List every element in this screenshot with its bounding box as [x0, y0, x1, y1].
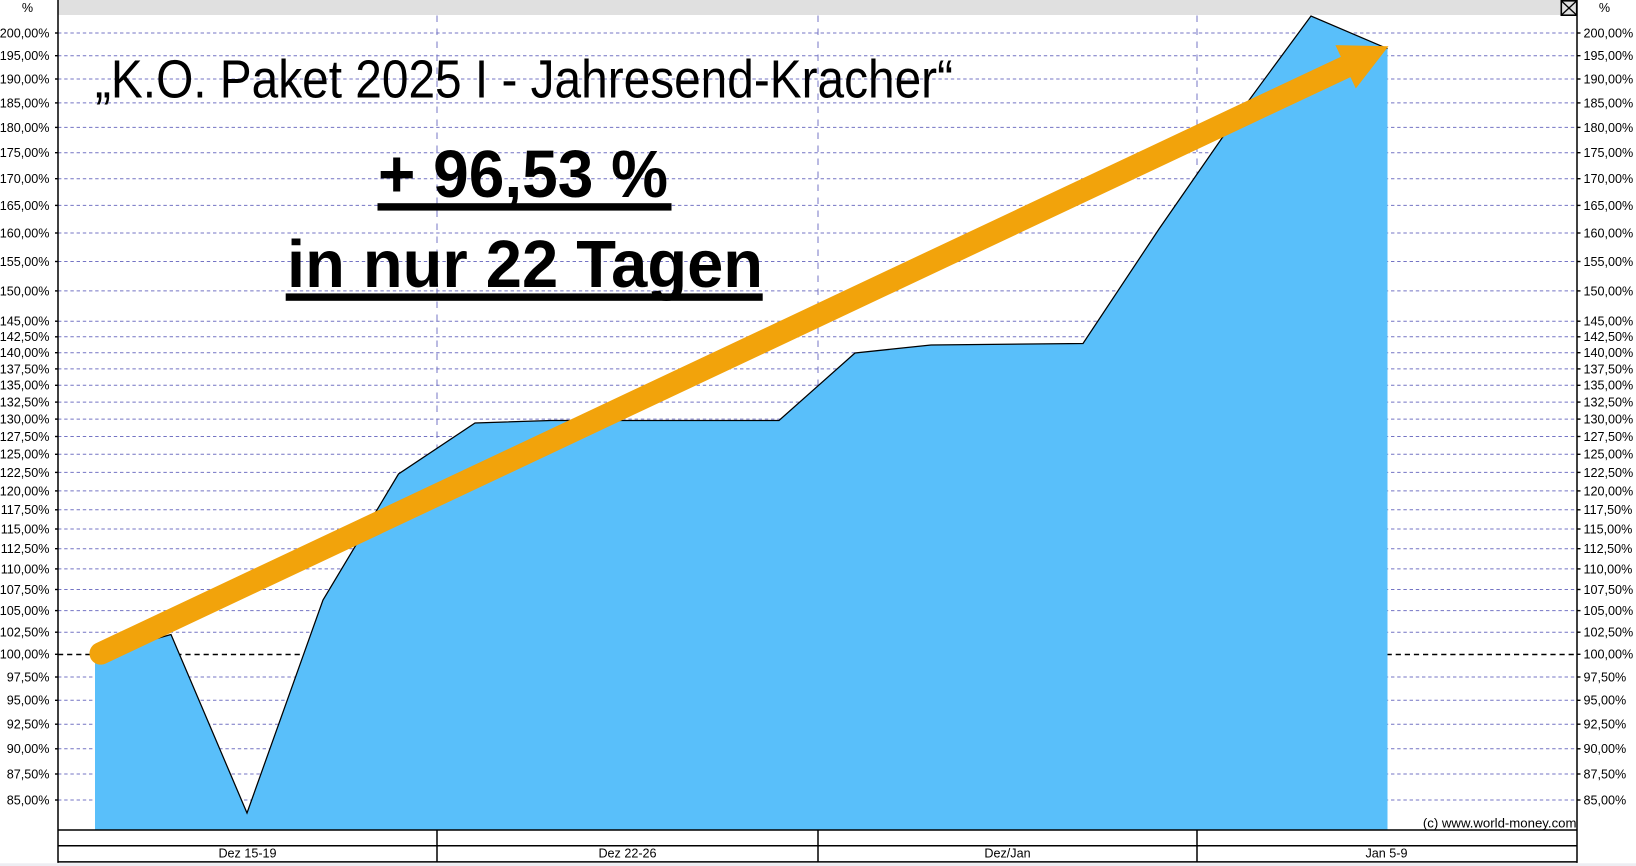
svg-text:142,50%: 142,50% [1584, 330, 1634, 344]
svg-text:175,00%: 175,00% [0, 146, 50, 160]
svg-text:95,00%: 95,00% [1584, 694, 1627, 708]
svg-text:160,00%: 160,00% [0, 226, 50, 240]
svg-text:97,50%: 97,50% [1584, 670, 1627, 684]
svg-text:137,50%: 137,50% [0, 362, 50, 376]
svg-text:135,00%: 135,00% [0, 379, 50, 393]
svg-text:130,00%: 130,00% [1584, 413, 1634, 427]
svg-text:132,50%: 132,50% [1584, 396, 1634, 410]
svg-text:120,00%: 120,00% [1584, 484, 1634, 498]
svg-text:185,00%: 185,00% [1584, 96, 1634, 110]
svg-text:Jan 5-9: Jan 5-9 [1365, 847, 1407, 861]
svg-text:140,00%: 140,00% [1584, 346, 1634, 360]
svg-text:117,50%: 117,50% [1, 503, 50, 517]
svg-text:85,00%: 85,00% [7, 793, 50, 807]
svg-text:85,00%: 85,00% [1584, 793, 1627, 807]
svg-text:180,00%: 180,00% [0, 121, 50, 135]
svg-text:195,00%: 195,00% [1584, 49, 1634, 63]
svg-text:160,00%: 160,00% [1584, 226, 1634, 240]
svg-text:145,00%: 145,00% [0, 315, 50, 329]
svg-text:97,50%: 97,50% [7, 670, 50, 684]
svg-text:105,00%: 105,00% [1584, 604, 1634, 618]
svg-text:170,00%: 170,00% [1584, 172, 1634, 186]
svg-text:%: % [1599, 1, 1610, 15]
svg-text:180,00%: 180,00% [1584, 121, 1634, 135]
svg-text:110,00%: 110,00% [1, 562, 50, 576]
svg-text:115,00%: 115,00% [1, 522, 50, 536]
svg-text:125,00%: 125,00% [0, 448, 50, 462]
svg-text:(c) www.world-money.com: (c) www.world-money.com [1423, 815, 1577, 830]
svg-text:130,00%: 130,00% [0, 413, 50, 427]
svg-text:190,00%: 190,00% [0, 72, 50, 86]
svg-text:102,50%: 102,50% [1584, 626, 1634, 640]
svg-text:185,00%: 185,00% [0, 96, 50, 110]
svg-text:95,00%: 95,00% [7, 694, 50, 708]
svg-text:200,00%: 200,00% [0, 26, 50, 40]
svg-text:87,50%: 87,50% [7, 767, 50, 781]
svg-text:195,00%: 195,00% [0, 49, 50, 63]
svg-text:+ 96,53 %: + 96,53 % [378, 138, 668, 212]
svg-text:170,00%: 170,00% [0, 172, 50, 186]
svg-text:125,00%: 125,00% [1584, 448, 1634, 462]
svg-text:115,00%: 115,00% [1584, 522, 1633, 536]
svg-text:132,50%: 132,50% [0, 396, 50, 410]
svg-text:165,00%: 165,00% [0, 199, 50, 213]
svg-text:112,50%: 112,50% [1, 542, 50, 556]
svg-text:137,50%: 137,50% [1584, 362, 1634, 376]
svg-text:155,00%: 155,00% [0, 255, 50, 269]
svg-text:100,00%: 100,00% [1584, 648, 1634, 662]
svg-text:135,00%: 135,00% [1584, 379, 1634, 393]
svg-text:120,00%: 120,00% [0, 484, 50, 498]
svg-text:117,50%: 117,50% [1584, 503, 1633, 517]
svg-text:100,00%: 100,00% [0, 648, 50, 662]
svg-text:150,00%: 150,00% [1584, 284, 1634, 298]
svg-text:107,50%: 107,50% [1584, 583, 1634, 597]
svg-text:122,50%: 122,50% [0, 466, 50, 480]
svg-text:107,50%: 107,50% [0, 583, 50, 597]
svg-text:155,00%: 155,00% [1584, 255, 1634, 269]
svg-text:Dez 22-26: Dez 22-26 [598, 847, 656, 861]
svg-text:150,00%: 150,00% [0, 284, 50, 298]
svg-text:190,00%: 190,00% [1584, 72, 1634, 86]
svg-text:„K.O. Paket 2025 I - Jahresend: „K.O. Paket 2025 I - Jahresend-Kracher“ [95, 51, 953, 110]
svg-text:Dez/Jan: Dez/Jan [984, 847, 1030, 861]
svg-text:%: % [22, 1, 33, 15]
svg-text:87,50%: 87,50% [1584, 767, 1627, 781]
svg-text:102,50%: 102,50% [0, 626, 50, 640]
svg-text:92,50%: 92,50% [7, 718, 50, 732]
svg-text:127,50%: 127,50% [1584, 430, 1634, 444]
svg-text:105,00%: 105,00% [0, 604, 50, 618]
svg-text:140,00%: 140,00% [0, 346, 50, 360]
svg-text:145,00%: 145,00% [1584, 315, 1634, 329]
svg-text:92,50%: 92,50% [1584, 718, 1627, 732]
svg-text:122,50%: 122,50% [1584, 466, 1634, 480]
svg-text:200,00%: 200,00% [1584, 26, 1634, 40]
svg-text:90,00%: 90,00% [7, 742, 50, 756]
svg-text:Dez 15-19: Dez 15-19 [218, 847, 276, 861]
svg-text:175,00%: 175,00% [1584, 146, 1634, 160]
svg-text:112,50%: 112,50% [1584, 542, 1633, 556]
svg-text:142,50%: 142,50% [0, 330, 50, 344]
svg-text:in nur 22 Tagen: in nur 22 Tagen [287, 228, 763, 302]
svg-text:165,00%: 165,00% [1584, 199, 1634, 213]
svg-text:90,00%: 90,00% [1584, 742, 1627, 756]
svg-text:110,00%: 110,00% [1584, 562, 1633, 576]
svg-text:127,50%: 127,50% [0, 430, 50, 444]
